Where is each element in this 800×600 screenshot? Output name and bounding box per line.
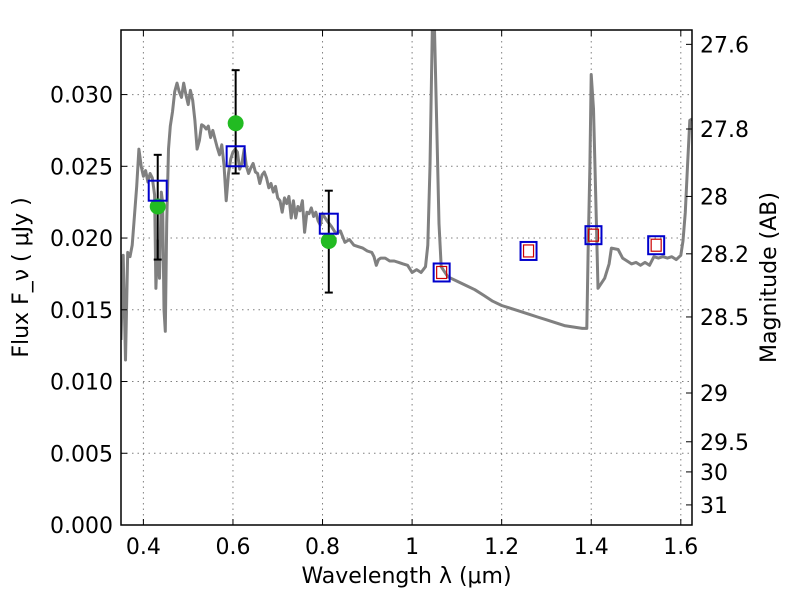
model-box-inner (436, 265, 448, 280)
error-bars-layer (153, 69, 333, 294)
right-tick-label: 30 (700, 461, 728, 486)
y-tick-label: 0.025 (50, 155, 113, 180)
y-tick-label: 0.030 (50, 84, 113, 109)
x-tick-label: 1.2 (484, 535, 519, 560)
ticks-layer (121, 30, 692, 526)
right-tick-label: 29.5 (700, 431, 749, 456)
observed-point (149, 198, 166, 215)
observed-points-layer (149, 115, 337, 249)
model-box-inner (522, 244, 535, 258)
x-tick-label: 0.4 (126, 535, 161, 560)
observed-point (320, 232, 337, 249)
right-tick-label: 27.6 (700, 33, 749, 58)
x-tick-label: 1.4 (574, 535, 609, 560)
model-box (318, 212, 339, 235)
model-box-inner (650, 238, 662, 252)
model-sed-layer (121, 30, 692, 362)
tick-labels-layer: 0.4 0.6 0.8 1 1.2 1.4 1.6 0.000 0.005 0.010 0.015 0… (50, 33, 749, 560)
right-tick-label: 28 (700, 185, 728, 210)
right-tick-label: 28.2 (700, 243, 749, 268)
model-box-inner (587, 228, 600, 242)
right-tick-label: 28.5 (700, 306, 749, 331)
y-tick-label: 0.020 (50, 227, 113, 252)
model-box (647, 235, 666, 256)
model-box (432, 262, 451, 283)
x-tick-label: 0.8 (305, 535, 340, 560)
observed-point (227, 115, 244, 132)
y-tick-label: 0.005 (50, 442, 113, 467)
model-box (519, 240, 538, 261)
y-tick-label: 0.010 (50, 371, 113, 396)
y-axis-label: Flux F_ν ( μJy ) (9, 197, 34, 357)
x-tick-label: 1 (405, 535, 419, 560)
right-tick-label: 27.8 (700, 118, 749, 143)
model-box (584, 225, 603, 246)
model-box (225, 145, 246, 168)
x-axis-label: Wavelength λ (μm) (301, 564, 511, 589)
model-boxes-layer (147, 145, 666, 283)
model-sed-line (121, 30, 692, 362)
right-axis-label: Magnitude (AB) (757, 192, 782, 363)
x-tick-label: 0.6 (215, 535, 250, 560)
plot-frame (120, 29, 693, 526)
y-tick-label: 0.015 (50, 299, 113, 324)
model-box (147, 179, 168, 202)
y-tick-label: 0.000 (50, 514, 113, 539)
x-tick-label: 1.6 (663, 535, 698, 560)
right-tick-label: 31 (700, 494, 728, 519)
right-tick-label: 29 (700, 382, 728, 407)
